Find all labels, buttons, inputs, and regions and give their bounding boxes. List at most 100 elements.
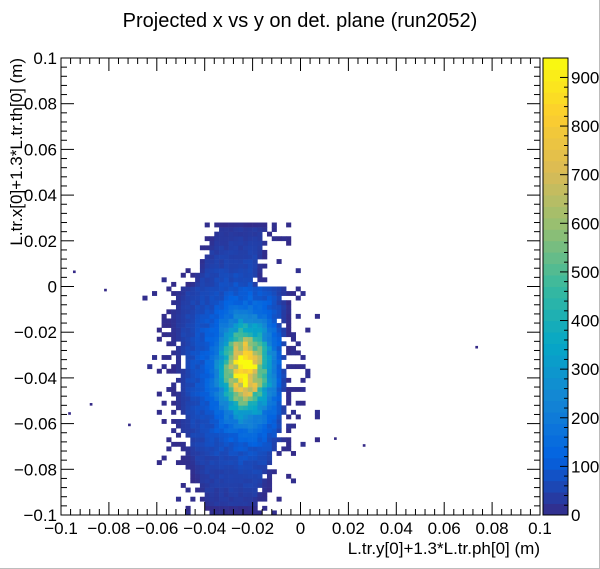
heatmap-cell — [238, 309, 244, 315]
heatmap-cell — [175, 355, 182, 360]
heatmap-cell — [204, 400, 210, 406]
colorbar-band — [543, 332, 568, 345]
colorbar-band — [543, 195, 568, 207]
heatmap-cell — [257, 387, 263, 392]
heatmap-cell — [295, 286, 301, 292]
heatmap-cell — [243, 510, 249, 516]
colorbar-band — [543, 343, 568, 356]
heatmap-cell — [219, 245, 225, 251]
heatmap-cells — [68, 222, 479, 516]
heatmap-cell — [214, 441, 220, 447]
heatmap-cell — [190, 368, 196, 374]
heatmap-cell — [233, 249, 239, 255]
heatmap-cell — [223, 364, 229, 370]
heatmap-cell — [204, 391, 210, 397]
heatmap-cell — [219, 368, 225, 374]
heatmap-cell — [228, 483, 234, 488]
heatmap-cell — [199, 460, 205, 466]
heatmap-cell — [271, 345, 277, 351]
heatmap-cell — [175, 423, 182, 429]
heatmap-cell — [219, 460, 225, 466]
heatmap-cell — [286, 387, 292, 392]
heatmap-cell — [262, 341, 268, 347]
heatmap-cell — [171, 291, 177, 296]
heatmap-cell — [180, 336, 186, 342]
heatmap-cell — [286, 396, 292, 402]
heatmap-cell — [219, 391, 225, 397]
heatmap-cell — [204, 487, 210, 493]
heatmap-cell — [238, 487, 244, 493]
heatmap-cell — [195, 455, 201, 461]
heatmap-cell — [252, 455, 258, 461]
heatmap-cell — [209, 437, 215, 443]
heatmap-cell — [266, 295, 273, 301]
heatmap-cell — [190, 336, 196, 342]
heatmap-cell — [247, 332, 253, 338]
heatmap-cell — [257, 473, 263, 479]
heatmap-cell — [243, 405, 249, 411]
heatmap-cell — [228, 460, 234, 466]
heatmap-cell — [247, 268, 253, 274]
heatmap-cell — [214, 291, 220, 296]
heatmap-cell — [276, 391, 282, 397]
heatmap-cell — [257, 405, 263, 411]
heatmap-cell — [276, 496, 282, 502]
heatmap-cell — [243, 391, 249, 397]
heatmap-cell — [233, 460, 239, 466]
heatmap-cell — [252, 423, 258, 429]
heatmap-cell — [262, 332, 268, 338]
heatmap-cell — [238, 478, 244, 484]
heatmap-cell — [233, 478, 239, 484]
heatmap-cell — [175, 313, 182, 319]
heatmap-cell — [175, 350, 182, 356]
heatmap-cell — [180, 483, 186, 488]
heatmap-cell — [238, 286, 244, 292]
heatmap-cell — [180, 455, 186, 461]
heatmap-cell — [195, 432, 201, 438]
heatmap-cell — [252, 501, 258, 507]
heatmap-cell — [228, 432, 234, 438]
heatmap-cell — [195, 377, 201, 383]
heatmap-cell — [204, 441, 210, 447]
heatmap-cell — [199, 327, 205, 333]
heatmap-cell — [195, 359, 201, 365]
heatmap-cell — [233, 501, 239, 507]
heatmap-cell — [228, 469, 234, 475]
heatmap-cell — [209, 428, 215, 434]
heatmap-cell — [166, 437, 172, 443]
heatmap-cell — [276, 336, 282, 342]
heatmap-cell — [233, 409, 239, 415]
y-tick-label: 0.04 — [24, 186, 57, 205]
heatmap-cell — [209, 419, 215, 424]
heatmap-cell — [243, 478, 249, 484]
heatmap-cell — [262, 254, 268, 260]
heatmap-cell — [219, 300, 225, 306]
heatmap-cell — [185, 355, 191, 360]
heatmap-cell — [175, 291, 182, 296]
heatmap-cell — [247, 364, 253, 370]
heatmap-cell — [223, 469, 229, 475]
heatmap-cell — [223, 496, 229, 502]
heatmap-cell — [190, 409, 196, 415]
heatmap-cell — [228, 473, 234, 479]
heatmap-cell — [271, 409, 277, 415]
heatmap-cell — [219, 423, 225, 429]
heatmap-cell — [199, 409, 205, 415]
heatmap-cell — [238, 272, 244, 278]
heatmap-cell — [175, 359, 182, 365]
colorbar-band — [543, 435, 568, 447]
heatmap-cell — [161, 419, 167, 424]
heatmap-cell — [247, 419, 253, 424]
heatmap-cell — [252, 377, 258, 383]
heatmap-cell — [276, 295, 282, 301]
heatmap-cell — [223, 263, 229, 269]
heatmap-cell — [252, 318, 258, 324]
heatmap-cell — [314, 437, 320, 443]
heatmap-cell — [266, 423, 273, 429]
heatmap-cell — [243, 455, 249, 461]
heatmap-cell — [199, 483, 205, 488]
heatmap-cell — [195, 396, 201, 402]
heatmap-cell — [238, 473, 244, 479]
heatmap-cell — [228, 400, 234, 406]
heatmap-cell — [271, 355, 277, 360]
